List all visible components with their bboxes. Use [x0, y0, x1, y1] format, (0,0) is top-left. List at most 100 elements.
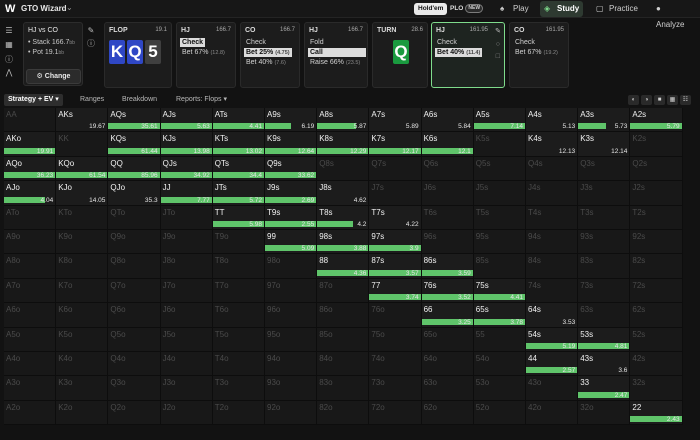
hand-cell[interactable]: Q3o [108, 376, 161, 401]
nav-study[interactable]: ◈ Study [540, 1, 584, 17]
hand-cell[interactable]: A6s 5.84 [421, 108, 474, 133]
hand-cell[interactable]: 22 2.43 [630, 400, 683, 426]
action-fold[interactable]: Fold [308, 38, 326, 47]
hand-cell[interactable]: 96s [421, 230, 474, 255]
hand-cell[interactable]: 84o [317, 352, 370, 377]
hand-cell[interactable]: 54o [473, 352, 526, 377]
hand-cell[interactable]: 95o [265, 327, 318, 352]
co-action-card-2[interactable]: CO 161.95 Check Bet 67% (19.2) [509, 22, 569, 88]
hand-cell[interactable]: K8s 12.29 [317, 132, 370, 157]
tab-breakdown[interactable]: Breakdown [122, 96, 158, 103]
hand-cell[interactable]: T8s 4.2 [317, 205, 370, 230]
hand-cell[interactable]: 53s 4.81 [578, 327, 631, 352]
hand-cell[interactable]: 63s [578, 303, 631, 328]
hand-cell[interactable]: Q8o [108, 254, 161, 279]
hand-cell[interactable]: 93s [578, 230, 631, 255]
hand-cell[interactable]: ATs 4.41 [212, 108, 265, 133]
hand-cell[interactable]: Q7o [108, 278, 161, 304]
hand-cell[interactable]: Q7s [369, 156, 422, 182]
nav-analyze[interactable]: ● Analyze [652, 1, 700, 29]
hand-cell[interactable]: Q9o [108, 230, 161, 255]
hj-action-card-2[interactable]: HJ 166.7 Fold Call Raise 66% (23.5) [304, 22, 368, 88]
hand-cell[interactable]: QJo 35.3 [108, 181, 161, 206]
action-bet-67[interactable]: Bet 67% (19.2) [513, 48, 560, 57]
hand-cell[interactable]: QQ 85.96 [108, 156, 161, 182]
hand-cell[interactable]: T6o [212, 303, 265, 328]
hand-cell[interactable]: Q9s 33.62 [265, 156, 318, 182]
hj-action-card-active[interactable]: HJ 161.95 ✎ ○ □ Check Bet 40% (11.4) [431, 22, 505, 88]
hand-cell[interactable]: 88 4.36 [317, 254, 370, 279]
hand-cell[interactable]: J2s [630, 181, 683, 206]
view-mode-icon-4[interactable]: ▦ [667, 95, 678, 105]
hand-cell[interactable]: Q5s [473, 156, 526, 182]
info-icon[interactable]: ⓘ [5, 55, 13, 64]
copy-icon[interactable]: □ [495, 53, 500, 60]
hand-cell[interactable]: J5s [473, 181, 526, 206]
tab-ranges[interactable]: Ranges [80, 96, 105, 103]
hj-action-card-1[interactable]: HJ 166.7 Check Bet 67% (12.8) [176, 22, 236, 88]
hand-cell[interactable]: A4s 5.13 [526, 108, 579, 133]
hand-cell[interactable]: T7o [212, 278, 265, 304]
hand-cell[interactable]: 53o [473, 376, 526, 401]
turn-card[interactable]: TURN 28.6 Q [372, 22, 428, 88]
action-bet-40[interactable]: Bet 40% (11.4) [435, 48, 483, 57]
hand-cell[interactable]: A6o [4, 303, 57, 328]
hand-cell[interactable]: 92o [265, 400, 318, 426]
hand-cell[interactable]: A2o [4, 400, 57, 426]
hand-cell[interactable]: T3o [212, 376, 265, 401]
hand-cell[interactable]: 84s [526, 254, 579, 279]
hand-cell[interactable]: Q5o [108, 327, 161, 352]
hand-cell[interactable]: T3s [578, 205, 631, 230]
action-check[interactable]: Check [180, 38, 206, 47]
hand-cell[interactable]: T9s 2.55 [265, 205, 318, 230]
hand-cell[interactable]: A9s 6.19 [265, 108, 318, 133]
hand-cell[interactable]: 64o [421, 352, 474, 377]
hand-cell[interactable]: KQs 61.44 [108, 132, 161, 157]
hand-cell[interactable]: A7s 5.89 [369, 108, 422, 133]
hand-cell[interactable]: 74o [369, 352, 422, 377]
hand-cell[interactable]: T4o [212, 352, 265, 377]
list-icon[interactable]: ☰ [5, 26, 13, 35]
hand-cell[interactable]: 98s 3.88 [317, 230, 370, 255]
hand-cell[interactable]: K4s 12.13 [526, 132, 579, 157]
hand-cell[interactable]: A7o [4, 278, 57, 304]
hand-cell[interactable]: 54s 5.19 [526, 327, 579, 352]
hand-cell[interactable]: 62s [630, 303, 683, 328]
hand-cell[interactable]: AKs 19.67 [56, 108, 109, 133]
hand-cell[interactable]: QTs 34.4 [212, 156, 265, 182]
lock-icon[interactable]: ○ [495, 41, 500, 48]
hand-cell[interactable]: 42s [630, 352, 683, 377]
action-check[interactable]: Check [513, 38, 537, 47]
hand-cell[interactable]: 63o [421, 376, 474, 401]
hand-cell[interactable]: T2o [212, 400, 265, 426]
hand-cell[interactable]: K9o [56, 230, 109, 255]
hand-cell[interactable]: AQo 36.23 [4, 156, 57, 182]
hand-cell[interactable]: T7s 4.22 [369, 205, 422, 230]
app-title[interactable]: GTO Wizard [21, 4, 67, 13]
hand-cell[interactable]: T4s [526, 205, 579, 230]
hand-cell[interactable]: T5s [473, 205, 526, 230]
hand-cell[interactable]: A5s 7.14 [473, 108, 526, 133]
hand-cell[interactable]: J6o [160, 303, 213, 328]
flop-card[interactable]: FLOP 19.1 K Q 5 [104, 22, 172, 88]
hand-cell[interactable]: 73s [578, 278, 631, 304]
hand-cell[interactable]: J4o [160, 352, 213, 377]
hand-cell[interactable]: 32s [630, 376, 683, 401]
hand-cell[interactable]: AA [4, 108, 57, 133]
hand-cell[interactable]: J3s [578, 181, 631, 206]
hand-cell[interactable]: 62o [421, 400, 474, 426]
hand-cell[interactable]: 52o [473, 400, 526, 426]
hand-cell[interactable]: J6s [421, 181, 474, 206]
hand-cell[interactable]: 75s 4.41 [473, 278, 526, 304]
hand-cell[interactable]: 95s [473, 230, 526, 255]
view-mode-icon-1[interactable]: ◐ [628, 95, 639, 105]
grid-icon[interactable]: ▦ [5, 40, 13, 49]
hand-cell[interactable]: 99 5.09 [265, 230, 318, 255]
hand-cell[interactable]: 93o [265, 376, 318, 401]
hand-cell[interactable]: AJs 5.63 [160, 108, 213, 133]
hand-cell[interactable]: 75o [369, 327, 422, 352]
action-bet-40[interactable]: Bet 40% (7.6) [244, 58, 288, 67]
hand-cell[interactable]: QJs 34.92 [160, 156, 213, 182]
hand-cell[interactable]: 55 [473, 327, 526, 352]
hand-cell[interactable]: 98o [265, 254, 318, 279]
